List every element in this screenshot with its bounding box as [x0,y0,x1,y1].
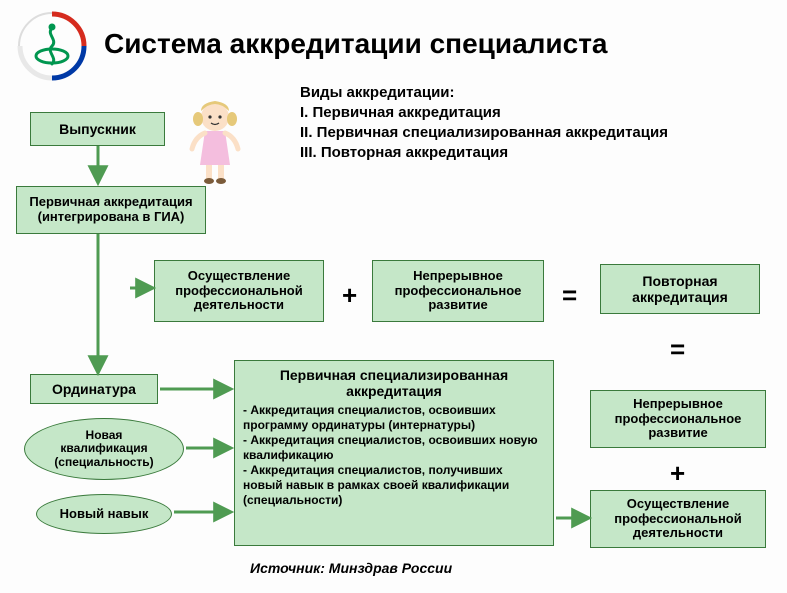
ellipse-new-skill-label: Новый навык [60,507,149,521]
box-continuous-development-1: Непрерывное профессиональное развитие [372,260,544,322]
source-text: Источник: Минздрав России [250,560,452,576]
operator-eq-2: = [670,334,685,365]
box-ordinatura-label: Ординатура [52,381,136,397]
box-professional-activity-1: Осуществление профессиональной деятельно… [154,260,324,322]
box-continuous-development-1-label: Непрерывное профессиональное развитие [395,269,522,314]
box-professional-activity-2-label: Осуществление профессиональной деятельно… [614,497,742,542]
box-primary-specialized-bullet-2: - Аккредитация специалистов, освоивших н… [243,433,545,463]
box-repeat-accreditation-label: Повторная аккредитация [632,273,728,305]
girl-illustration [180,95,250,185]
page-title: Система аккредитации специалиста [104,28,608,60]
box-graduate-label: Выпускник [59,121,136,137]
box-primary-specialized-bullet-3: - Аккредитация специалистов, получивших … [243,463,545,508]
legend-item-2: II. Первичная специализированная аккреди… [300,124,668,141]
legend-item-1: I. Первичная аккредитация [300,104,501,121]
operator-eq-1: = [562,280,577,311]
box-continuous-development-2-label: Непрерывное профессиональное развитие [615,397,742,442]
legend-item-3: III. Повторная аккредитация [300,144,508,161]
box-primary-specialized-bullet-1: - Аккредитация специалистов, освоивших п… [243,403,545,433]
box-primary-specialized: Первичная специализированная аккредитаци… [234,360,554,546]
operator-plus-1: + [342,280,357,311]
box-primary-accreditation-label: Первичная аккредитация (интегрирована в … [29,195,192,225]
box-primary-accreditation: Первичная аккредитация (интегрирована в … [16,186,206,234]
box-continuous-development-2: Непрерывное профессиональное развитие [590,390,766,448]
ellipse-new-qualification: Новая квалификация (специальность) [24,418,184,480]
logo-emblem [16,10,88,82]
legend-header: Виды аккредитации: [300,84,455,101]
box-repeat-accreditation: Повторная аккредитация [600,264,760,314]
box-graduate: Выпускник [30,112,165,146]
operator-plus-2: + [670,458,685,489]
box-professional-activity-1-label: Осуществление профессиональной деятельно… [175,269,303,314]
box-professional-activity-2: Осуществление профессиональной деятельно… [590,490,766,548]
box-primary-specialized-title: Первичная специализированная аккредитаци… [243,367,545,399]
ellipse-new-qualification-label: Новая квалификация (специальность) [54,429,153,469]
box-ordinatura: Ординатура [30,374,158,404]
ellipse-new-skill: Новый навык [36,494,172,534]
